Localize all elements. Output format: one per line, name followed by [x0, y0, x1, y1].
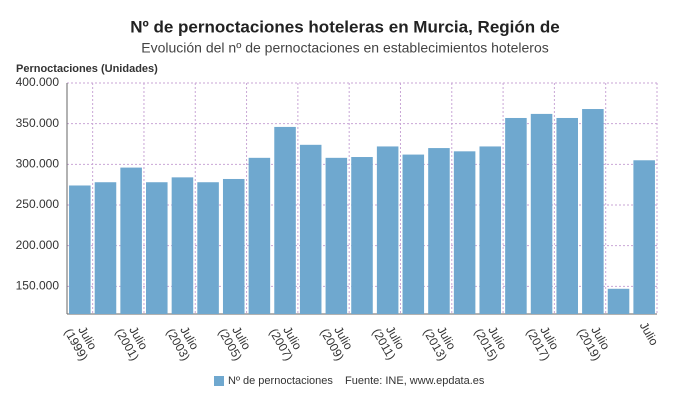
- y-tick-label: 250.000: [16, 197, 60, 211]
- bar: [505, 117, 527, 315]
- y-tick-label: 150.000: [16, 279, 60, 293]
- bar: [402, 154, 425, 314]
- bar: [428, 148, 450, 314]
- bar: [197, 182, 219, 314]
- bar: [582, 109, 604, 314]
- bar: [607, 288, 630, 314]
- bar: [299, 144, 322, 314]
- bar: [530, 113, 553, 314]
- source: Fuente: INE, www.epdata.es: [345, 375, 485, 387]
- bar: [274, 126, 296, 314]
- y-tick-label: 400.000: [16, 75, 60, 89]
- bar: [556, 117, 578, 315]
- y-tick-label: 350.000: [16, 116, 60, 130]
- chart-title: Nº de pernoctaciones hoteleras en Murcia…: [130, 17, 559, 36]
- bar: [453, 151, 476, 314]
- y-tick-label: 200.000: [16, 238, 60, 252]
- bar: [479, 146, 502, 314]
- bar: [222, 178, 245, 314]
- bar: [171, 177, 194, 314]
- bar: [633, 160, 655, 314]
- bar: [146, 182, 168, 314]
- bar: [325, 157, 348, 314]
- y-axis-title: Pernoctaciones (Unidades): [16, 63, 158, 75]
- bar: [248, 157, 271, 314]
- chart-subtitle: Evolución del nº de pernoctaciones en es…: [141, 40, 548, 56]
- legend-label: Nº de pernoctaciones: [228, 375, 333, 387]
- bar: [351, 157, 373, 314]
- legend-swatch: [214, 376, 224, 386]
- bar: [94, 182, 117, 314]
- bar: [69, 185, 91, 314]
- bar: [376, 146, 399, 314]
- y-tick-label: 300.000: [16, 157, 60, 171]
- bar: [120, 167, 142, 314]
